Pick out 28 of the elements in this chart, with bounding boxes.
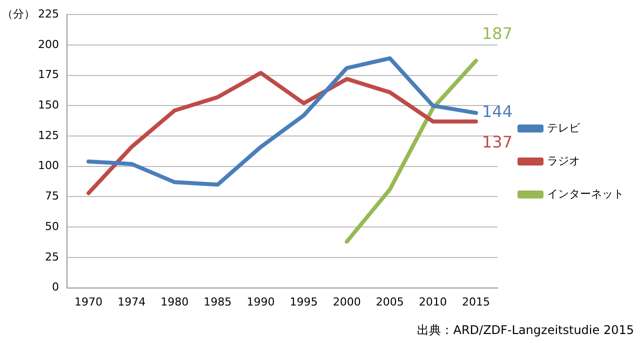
x-tick-label: 2015	[462, 295, 490, 308]
data-label: 187	[482, 24, 513, 43]
data-label: 144	[482, 102, 513, 122]
y-tick-label: 150	[38, 98, 59, 112]
legend-label: テレビ	[547, 121, 581, 134]
legend-label: インターネット	[547, 187, 624, 200]
x-tick-label: 1995	[290, 295, 318, 308]
x-tick-label: 1974	[118, 295, 146, 308]
y-tick-label: 0	[52, 280, 59, 294]
x-tick-label: 1980	[160, 295, 189, 308]
x-tick-label: 2000	[332, 295, 361, 308]
source-note: 出典：ARD/ZDF-Langzeitstudie 2015	[417, 323, 634, 338]
data-label: 137	[482, 132, 513, 152]
legend-label: ラジオ	[547, 154, 580, 168]
y-tick-label: 50	[44, 220, 59, 233]
x-tick-label: 1990	[246, 295, 275, 308]
x-tick-label: 2005	[376, 295, 404, 308]
y-tick-label: 200	[38, 38, 59, 51]
y-tick-label: 100	[38, 159, 59, 172]
x-tick-label: 2010	[418, 295, 447, 308]
y-axis-title: （分）	[2, 7, 35, 20]
y-tick-label: 25	[44, 250, 59, 264]
y-tick-label: 225	[38, 7, 59, 20]
x-tick-label: 1970	[74, 295, 103, 308]
y-tick-label: 125	[38, 128, 59, 142]
y-tick-label: 75	[44, 190, 59, 203]
x-tick-label: 1985	[204, 295, 232, 308]
y-tick-label: 175	[38, 68, 59, 82]
